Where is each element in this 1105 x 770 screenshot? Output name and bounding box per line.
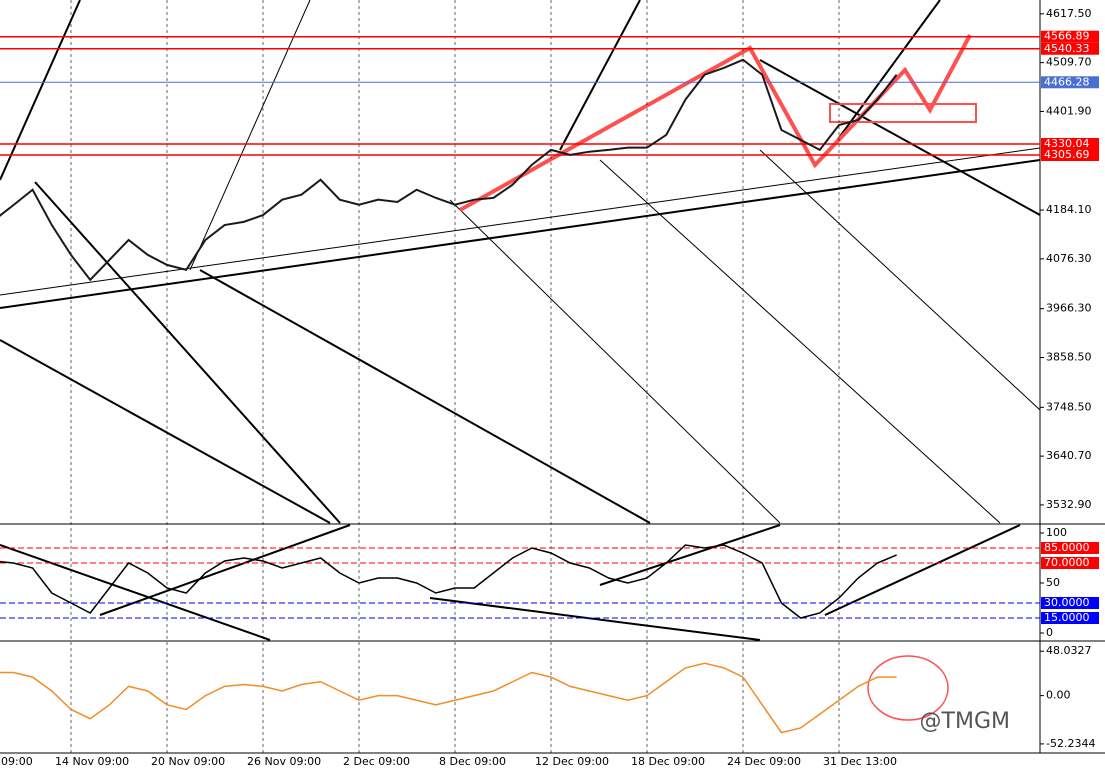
x-tick-label: 14 Nov 09:00 xyxy=(55,755,129,768)
level-label-box xyxy=(1041,137,1099,150)
trendline xyxy=(449,199,781,524)
trendline xyxy=(199,269,651,524)
x-tick-label: 20 Nov 09:00 xyxy=(151,755,225,768)
level-label: 4330.04 xyxy=(1044,137,1090,150)
x-tick-label: 8 Dec 09:00 xyxy=(439,755,506,768)
level-label-box xyxy=(1041,557,1099,569)
series-line xyxy=(0,662,897,734)
x-tick-label: 18 Dec 09:00 xyxy=(631,755,705,768)
y-tick-label: 100 xyxy=(1046,526,1067,539)
trendline xyxy=(599,159,1001,524)
trendline xyxy=(0,0,81,181)
trendline xyxy=(0,339,331,524)
level-label: 4305.69 xyxy=(1044,148,1090,161)
level-label-box xyxy=(1041,542,1099,554)
y-tick-label: 3748.50 xyxy=(1046,400,1092,413)
trendline xyxy=(34,181,341,524)
y-tick-label: 3858.50 xyxy=(1046,350,1092,363)
level-label: 85.0000 xyxy=(1044,541,1090,554)
trendline xyxy=(829,0,941,151)
series-line xyxy=(0,58,898,282)
x-tick-label: 2 Dec 09:00 xyxy=(343,755,410,768)
y-tick-label: 3532.90 xyxy=(1046,498,1092,511)
trendline xyxy=(0,147,1041,296)
y-tick-label: 3640.70 xyxy=(1046,449,1092,462)
trendline xyxy=(759,149,1041,411)
level-label: 4540.33 xyxy=(1044,42,1090,55)
trendline xyxy=(824,524,1021,616)
trendline xyxy=(99,524,351,616)
target-box xyxy=(829,103,977,123)
x-tick-label: 12 Dec 09:00 xyxy=(535,755,609,768)
level-label: 70.0000 xyxy=(1044,556,1090,569)
trendline xyxy=(429,597,761,641)
level-label-box xyxy=(1041,42,1099,55)
level-label-box xyxy=(1041,612,1099,624)
level-label-box xyxy=(1041,149,1099,162)
trendline xyxy=(559,0,641,151)
trendline xyxy=(0,159,1041,309)
watermark: @TMGM xyxy=(920,709,1010,734)
level-label: 15.0000 xyxy=(1044,611,1090,624)
y-tick-label: -52.2344 xyxy=(1046,737,1095,750)
y-tick-label: 0.00 xyxy=(1046,689,1071,702)
y-tick-label: 50 xyxy=(1046,576,1060,589)
y-tick-label: 4509.70 xyxy=(1046,56,1092,69)
trendline xyxy=(189,0,311,271)
y-tick-label: 4076.30 xyxy=(1046,252,1092,265)
y-tick-label: 48.0327 xyxy=(1046,644,1092,657)
trendlines xyxy=(0,0,1041,641)
level-label-box xyxy=(1041,597,1099,609)
x-tick-label: 26 Nov 09:00 xyxy=(247,755,321,768)
highlight-circle xyxy=(867,655,949,721)
trendline xyxy=(0,544,271,641)
level-label-box xyxy=(1041,30,1099,43)
level-label: 4566.89 xyxy=(1044,30,1090,43)
y-tick-label: 4617.50 xyxy=(1046,7,1092,20)
trendline xyxy=(599,524,781,586)
y-tick-label: 3966.30 xyxy=(1046,302,1092,315)
level-label-box xyxy=(1041,76,1099,89)
trendline xyxy=(759,59,1041,216)
panel-frame xyxy=(0,0,1105,754)
y-tick-label: 4401.90 xyxy=(1046,104,1092,117)
level-label: 4466.28 xyxy=(1044,75,1090,88)
x-tick-label: 24 Dec 09:00 xyxy=(727,755,801,768)
y-tick-label: 4184.10 xyxy=(1046,203,1092,216)
level-label: 30.0000 xyxy=(1044,596,1090,609)
y-tick-label: 0 xyxy=(1046,626,1053,639)
series-line xyxy=(0,544,897,619)
x-tick-label: 31 Dec 13:00 xyxy=(823,755,897,768)
x-tick-label: 09:00 xyxy=(1,755,33,768)
